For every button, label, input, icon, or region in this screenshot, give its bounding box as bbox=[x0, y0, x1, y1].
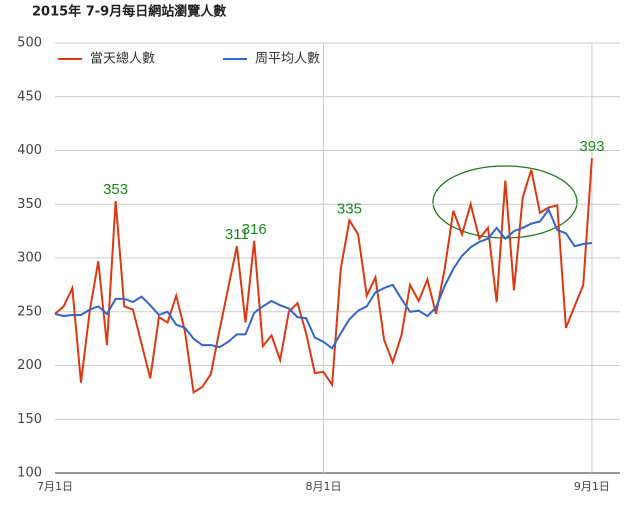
x-tick-label: 7月1日 bbox=[37, 480, 73, 493]
y-tick-label: 450 bbox=[17, 89, 42, 104]
data-label: 353 bbox=[103, 181, 128, 198]
data-label: 335 bbox=[337, 200, 362, 217]
y-tick-label: 200 bbox=[17, 358, 42, 373]
y-tick-label: 150 bbox=[17, 412, 42, 427]
legend-label: 當天總人數 bbox=[90, 51, 155, 67]
y-tick-label: 300 bbox=[17, 251, 42, 266]
y-tick-label: 100 bbox=[17, 466, 42, 481]
y-tick-label: 350 bbox=[17, 197, 42, 212]
y-tick-label: 500 bbox=[17, 36, 42, 51]
x-tick-label: 9月1日 bbox=[574, 480, 610, 493]
data-label: 393 bbox=[579, 138, 604, 155]
legend-label: 周平均人數 bbox=[255, 52, 320, 67]
series-line bbox=[54, 157, 593, 395]
y-tick-label: 400 bbox=[17, 143, 42, 158]
data-label: 316 bbox=[242, 221, 267, 238]
y-tick-label: 250 bbox=[17, 304, 42, 319]
series-line bbox=[54, 207, 593, 350]
x-tick-label: 8月1日 bbox=[305, 480, 341, 493]
data-label: 311 bbox=[225, 226, 249, 243]
chart-title: 2015年 7-9月每日網站瀏覽人數 bbox=[32, 4, 226, 20]
